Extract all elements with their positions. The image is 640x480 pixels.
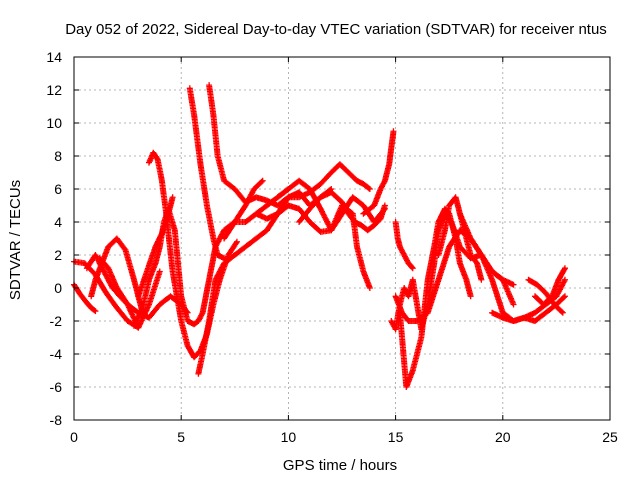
grid <box>74 57 610 420</box>
series-arc-18 <box>392 219 416 272</box>
plot-frame <box>73 56 611 421</box>
plus-markers <box>456 210 568 324</box>
plus-markers <box>221 177 266 242</box>
x-tick-label: 5 <box>177 429 185 445</box>
y-tick-label: 10 <box>46 115 62 131</box>
chart-title: Day 052 of 2022, Sidereal Day-to-day VTE… <box>65 21 607 38</box>
series-arc-9 <box>135 194 176 300</box>
series-arc-26 <box>532 265 568 308</box>
y-tick-label: -4 <box>50 346 63 362</box>
plus-markers <box>195 161 373 377</box>
plus-markers <box>135 194 176 300</box>
y-tick-label: 8 <box>54 148 62 164</box>
x-tick-label: 10 <box>281 429 297 445</box>
plus-markers <box>113 289 191 321</box>
series-arc-17 <box>360 128 397 217</box>
series-arc-22 <box>392 227 517 324</box>
series-arc-13 <box>221 177 266 242</box>
series-arc-8 <box>113 289 191 321</box>
y-tick-label: -2 <box>50 313 63 329</box>
x-axis-title: GPS time / hours <box>283 457 397 474</box>
plus-markers <box>186 85 228 262</box>
y-tick-label: -8 <box>50 412 63 428</box>
y-tick-label: 12 <box>46 82 62 98</box>
y-tick-label: 14 <box>46 49 62 65</box>
plus-markers <box>360 128 397 217</box>
series-arc-23 <box>456 210 568 324</box>
y-tick-label: 2 <box>54 247 62 263</box>
y-tick-label: 6 <box>54 181 62 197</box>
data-marks <box>71 82 568 390</box>
y-tick-label: 0 <box>54 280 62 296</box>
plus-markers <box>392 219 416 272</box>
axis-ticks: 0 5 10 15 20 25 -8 -6 -4 -2 0 2 4 6 8 10 12 14 <box>46 49 618 445</box>
plus-markers <box>392 227 517 324</box>
y-axis-title: SDTVAR / TECUs <box>7 180 24 300</box>
y-tick-label: -6 <box>50 379 63 395</box>
x-tick-label: 0 <box>70 429 78 445</box>
series-arc-12 <box>195 161 373 377</box>
x-tick-label: 25 <box>602 429 618 445</box>
plus-markers <box>532 265 568 308</box>
series-arc-16 <box>296 189 388 234</box>
y-tick-label: 4 <box>54 214 62 230</box>
series-arc-10 <box>186 85 228 262</box>
x-tick-label: 20 <box>495 429 511 445</box>
x-tick-label: 15 <box>388 429 404 445</box>
plus-markers <box>296 189 388 234</box>
